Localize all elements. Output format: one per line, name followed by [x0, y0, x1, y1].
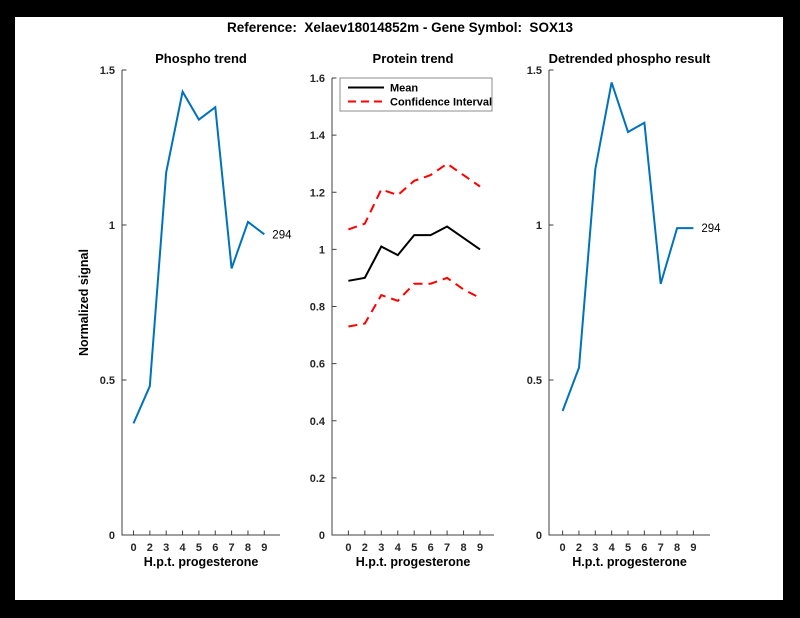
axis-spines: [548, 70, 710, 536]
y-tick-label: 0: [109, 530, 115, 542]
x-tick-label: 2: [362, 542, 368, 554]
series-line: [348, 276, 481, 328]
x-tick-label: 8: [674, 542, 680, 554]
x-tick-label: 7: [229, 542, 235, 554]
x-tick-label: 9: [261, 542, 267, 554]
x-tick-label: 0: [560, 542, 566, 554]
x-tick-label: 4: [179, 542, 186, 554]
y-tick-label: 1.6: [310, 73, 325, 85]
y-tick-label: 1: [319, 244, 325, 256]
series-line: [348, 225, 481, 282]
series-end-label: 294: [701, 223, 721, 235]
x-tick-label: 6: [428, 542, 434, 554]
x-tick-label: 3: [163, 542, 169, 554]
x-tick-label: 4: [395, 542, 402, 554]
legend-label: Confidence Interval: [390, 97, 492, 109]
chart-title: Phospho trend: [155, 51, 247, 66]
series-line: [348, 162, 481, 231]
y-tick-label: 1.5: [527, 65, 542, 77]
x-tick-label: 9: [477, 542, 483, 554]
x-tick-label: 4: [609, 542, 616, 554]
x-axis-label: H.p.t. progesterone: [144, 555, 259, 569]
x-tick-label: 3: [592, 542, 598, 554]
x-tick-label: 5: [196, 542, 202, 554]
y-tick-label: 0.6: [310, 359, 325, 371]
y-tick-label: 0.5: [100, 375, 115, 387]
y-tick-label: 0: [319, 530, 325, 542]
y-tick-label: 0: [536, 530, 542, 542]
x-tick-label: 8: [245, 542, 251, 554]
x-axis-label: H.p.t. progesterone: [356, 555, 471, 569]
x-tick-label: 3: [378, 542, 384, 554]
y-tick-label: 1: [536, 220, 542, 232]
axis-spines: [121, 70, 280, 536]
x-tick-label: 2: [147, 542, 153, 554]
x-tick-label: 9: [690, 542, 696, 554]
axis-spines: [331, 78, 494, 536]
y-tick-label: 1.5: [100, 65, 115, 77]
chart-title: Detrended phospho result: [549, 51, 711, 66]
y-tick-label: 0.8: [310, 302, 325, 314]
y-tick-label: 1: [109, 220, 115, 232]
y-tick-label: 0.2: [310, 473, 325, 485]
x-tick-label: 7: [444, 542, 450, 554]
legend-box: [339, 77, 493, 112]
series-end-label: 294: [272, 229, 292, 241]
x-tick-label: 5: [411, 542, 417, 554]
x-tick-label: 0: [345, 542, 351, 554]
y-tick-label: 1.4: [310, 130, 326, 142]
x-tick-label: 2: [576, 542, 582, 554]
series-line: [561, 82, 694, 412]
figure-paper: [15, 17, 783, 600]
x-axis-label: H.p.t. progesterone: [572, 555, 687, 569]
x-tick-label: 7: [658, 542, 664, 554]
x-tick-label: 6: [641, 542, 647, 554]
x-tick-label: 0: [130, 542, 136, 554]
x-tick-label: 8: [460, 542, 466, 554]
y-tick-label: 1.2: [310, 187, 325, 199]
y-tick-label: 0.5: [527, 375, 542, 387]
x-tick-label: 5: [625, 542, 631, 554]
subplot-2: 00.20.40.60.811.21.41.60 2 3 4 5 6 7 8 9Protein …: [310, 51, 494, 569]
y-tick-label: 0.4: [310, 416, 326, 428]
series-line: [132, 88, 265, 424]
figure-title: Reference: Xelaev18014852m - Gene Symbol…: [227, 20, 573, 35]
chart-title: Protein trend: [373, 51, 454, 66]
x-tick-label: 6: [212, 542, 218, 554]
legend-label: Mean: [390, 83, 418, 95]
legend: Mean Confidence Interval: [339, 77, 493, 112]
y-axis-label: Normalized signal: [77, 249, 91, 356]
